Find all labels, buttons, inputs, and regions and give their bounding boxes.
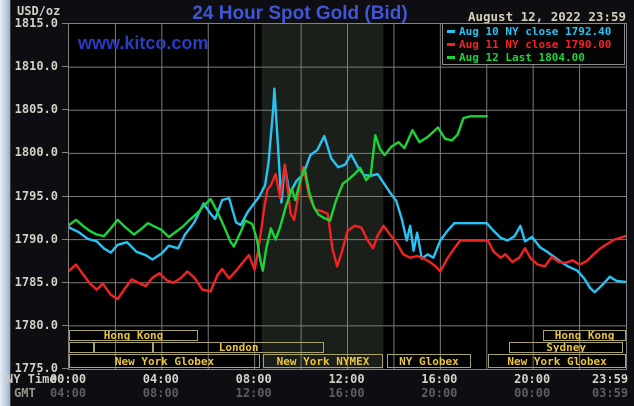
legend-swatch xyxy=(447,56,455,59)
x-tick-label-gmt: 16:00 xyxy=(328,386,365,400)
y-axis-tick xyxy=(62,368,68,369)
y-axis-label: 1795.0 xyxy=(14,188,58,203)
chart-svg xyxy=(69,24,626,369)
x-tick-label-ny: 12:00 xyxy=(328,372,365,386)
session-box-sydney: Sydney xyxy=(509,341,624,353)
x-tick-label-gmt: 04:00 xyxy=(49,386,87,400)
x-tick-label-ny: 04:00 xyxy=(142,372,179,386)
session-box xyxy=(69,341,95,353)
legend-item: Aug 10 NY close 1792.40 xyxy=(446,25,624,38)
session-box-london: London xyxy=(153,341,325,353)
x-tick-label-gmt: 12:00 xyxy=(235,386,272,400)
kitco-watermark: www.kitco.com xyxy=(78,33,209,53)
y-axis-label: 1785.0 xyxy=(14,274,58,289)
y-axis-label: 1775.0 xyxy=(14,361,58,375)
x-tick-label-ny: 23:59 xyxy=(591,372,629,386)
y-axis-label: 1815.0 xyxy=(14,16,58,30)
x-tick-label-gmt: 00:00 xyxy=(514,386,551,400)
session-box-hong-kong: Hong Kong xyxy=(543,330,626,341)
x-tick-label-ny: 16:00 xyxy=(421,372,458,386)
y-axis-label: 1800.0 xyxy=(14,145,58,160)
y-axis-label: 1780.0 xyxy=(14,317,58,332)
x-tick-label-ny: 00:00 xyxy=(49,372,87,386)
legend-box: Aug 10 NY close 1792.40 Aug 11 NY close 1… xyxy=(442,23,625,65)
legend-label: Aug 11 NY close 1790.00 xyxy=(459,38,612,51)
y-axis-tick xyxy=(62,281,68,283)
y-axis-tick xyxy=(62,109,68,111)
x-axis-primary-label: NY Time xyxy=(6,372,57,386)
plot-area: Aug 10 NY close 1792.40 Aug 11 NY close 1… xyxy=(68,23,627,370)
session-box-new-york-nymex: New York NYMEX xyxy=(263,354,383,368)
legend-label: Aug 10 NY close 1792.40 xyxy=(459,25,612,38)
session-box-hong-kong: Hong Kong xyxy=(69,330,199,341)
page-title: 24 Hour Spot Gold (Bid) xyxy=(192,3,408,24)
session-box-new-york-globex: New York Globex xyxy=(69,354,260,368)
window-left-border xyxy=(0,0,11,406)
x-axis-secondary-label: GMT xyxy=(14,386,36,400)
y-axis-tick xyxy=(62,23,68,24)
x-tick-label-gmt: 08:00 xyxy=(142,386,179,400)
session-box-ny-globex: NY Globex xyxy=(386,354,471,368)
y-axis-label: 1810.0 xyxy=(14,59,58,74)
datetime-label: August 12, 2022 23:59 xyxy=(467,9,626,24)
y-axis-label: 1805.0 xyxy=(14,102,58,117)
price-line-aug-11 xyxy=(69,163,626,301)
price-line-aug-10 xyxy=(69,87,626,294)
x-tick-label-gmt: 03:59 xyxy=(591,386,629,400)
legend-swatch xyxy=(447,43,455,46)
y-axis-tick xyxy=(62,152,68,154)
price-line-aug-12 xyxy=(69,115,488,272)
y-axis-label: 1790.0 xyxy=(14,231,58,246)
session-box xyxy=(94,341,153,353)
legend-swatch xyxy=(447,30,455,33)
x-tick-label-gmt: 20:00 xyxy=(421,386,458,400)
y-axis-tick xyxy=(62,324,68,326)
legend-item: Aug 11 NY close 1790.00 xyxy=(446,38,624,51)
legend-item: Aug 12 Last 1804.00 xyxy=(446,51,624,64)
y-axis-tick xyxy=(62,195,68,197)
y-axis-tick xyxy=(62,66,68,68)
x-tick-label-ny: 08:00 xyxy=(235,372,272,386)
y-axis-unit-label: USD/oz xyxy=(17,4,61,18)
session-box-new-york-globex: New York Globex xyxy=(488,354,626,368)
x-tick-label-ny: 20:00 xyxy=(514,372,551,386)
y-axis-tick xyxy=(62,238,68,240)
legend-label: Aug 12 Last 1804.00 xyxy=(459,51,585,64)
